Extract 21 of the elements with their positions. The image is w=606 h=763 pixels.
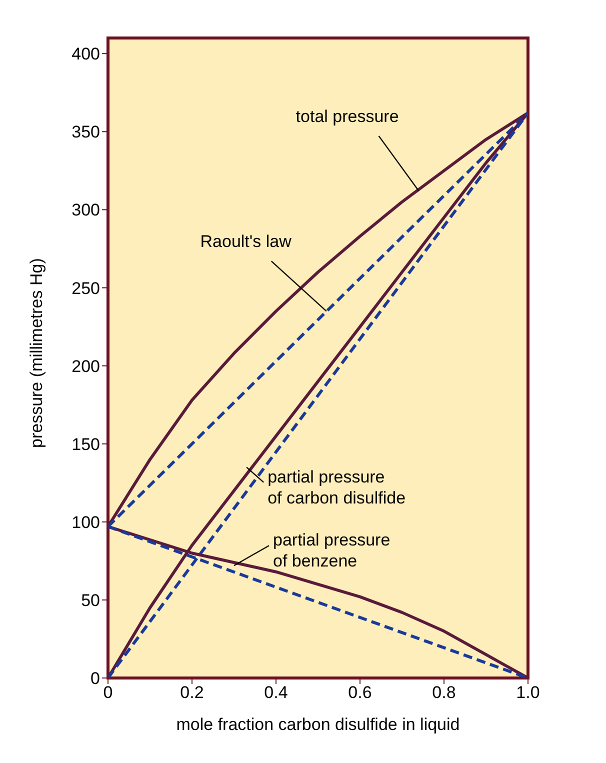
y-tick-label: 0 (90, 669, 100, 688)
x-tick-label: 0.2 (180, 683, 204, 702)
y-tick-label: 200 (72, 356, 100, 376)
x-tick-label: 0.6 (348, 683, 372, 702)
x-tick-label: 0.4 (264, 683, 288, 702)
annotation: partial pressure of carbon disulfide (268, 467, 406, 508)
x-tick-label: 1.0 (516, 683, 540, 702)
y-tick-label: 100 (72, 512, 100, 532)
y-tick-label: 350 (72, 122, 100, 142)
y-axis-title: pressure (millimetres Hg) (27, 258, 46, 448)
x-axis-title: mole fraction carbon disulfide in liquid (176, 715, 460, 734)
y-tick-label: 250 (72, 278, 100, 298)
y-tick-label: 50 (81, 590, 100, 610)
x-tick-label: 0.8 (432, 683, 456, 702)
annotation: Raoult's law (200, 232, 292, 252)
x-tick-label: 0 (103, 683, 113, 702)
y-tick-label: 150 (72, 434, 100, 454)
annotation: total pressure (296, 106, 399, 126)
annotation: partial pressure of benzene (273, 530, 390, 571)
y-tick-label: 300 (72, 200, 100, 220)
y-tick-label: 400 (72, 44, 100, 64)
